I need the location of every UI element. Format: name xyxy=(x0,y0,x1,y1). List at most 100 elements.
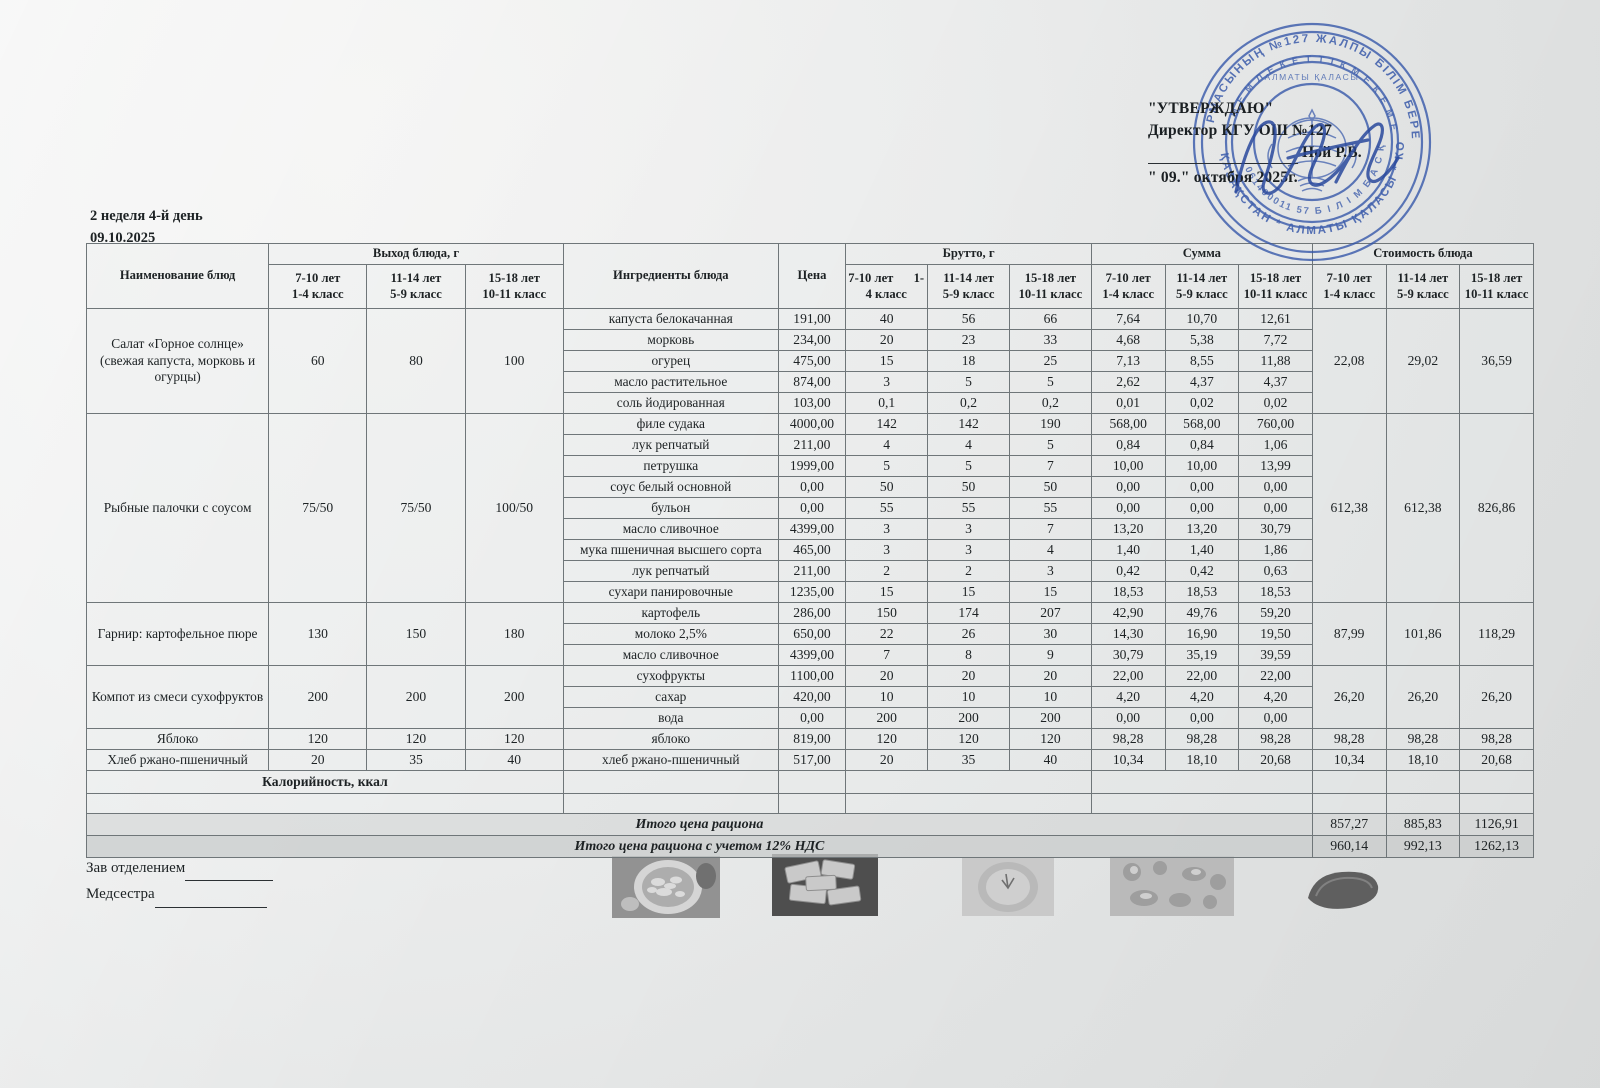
brutto-1: 0,2 xyxy=(927,392,1010,414)
brutto-1: 26 xyxy=(927,623,1010,645)
ingredient-name: масло растительное xyxy=(562,371,779,393)
sum-2: 0,02 xyxy=(1238,392,1313,414)
ingredient-name: сахар xyxy=(562,686,779,708)
total-label: Итого цена рациона xyxy=(86,813,1313,836)
brutto-0: 142 xyxy=(845,413,929,435)
sum-2: 1,86 xyxy=(1238,539,1313,561)
brutto-2: 207 xyxy=(1008,602,1092,624)
ingredient-price: 103,00 xyxy=(777,392,847,414)
table-row: Яблоко 120 120 120 яблоко 819,00 120 120 120 98,2… xyxy=(85,728,1534,750)
sum-2: 30,79 xyxy=(1238,518,1313,540)
brutto-1: 10 xyxy=(927,686,1010,708)
dish-name-cell: Гарнир: картофельное пюре xyxy=(85,602,270,666)
ingredient-price: 234,00 xyxy=(777,329,847,351)
brutto-0: 3 xyxy=(845,518,929,540)
brutto-2: 33 xyxy=(1008,329,1092,351)
dish-output-0: 130 xyxy=(268,602,368,666)
blank-price xyxy=(777,793,847,814)
brutto-2: 9 xyxy=(1008,644,1092,666)
brutto-2: 4 xyxy=(1008,539,1092,561)
brutto-0: 20 xyxy=(845,329,929,351)
ingredient-name: капуста белокачанная xyxy=(562,308,779,330)
dish-cost-2: 118,29 xyxy=(1459,602,1534,666)
calories-cost-1 xyxy=(1385,770,1461,794)
ingredient-name: масло сливочное xyxy=(562,644,779,666)
brutto-0: 3 xyxy=(845,371,929,393)
dish-cost-1: 98,28 xyxy=(1385,728,1461,750)
brutto-1: 5 xyxy=(927,455,1010,477)
sum-1: 0,00 xyxy=(1164,707,1240,729)
blank-cost-2 xyxy=(1459,793,1534,814)
th-cost-age-11-14: 11-14 лет 5-9 класс xyxy=(1385,264,1461,309)
sum-0: 98,28 xyxy=(1090,728,1166,750)
blank-cost-0 xyxy=(1311,793,1387,814)
sum-2: 20,68 xyxy=(1238,749,1313,771)
ingredient-name: соль йодированная xyxy=(562,392,779,414)
dish-output-2: 100/50 xyxy=(464,413,564,603)
sum-0: 18,53 xyxy=(1090,581,1166,603)
dish-cost-1: 101,86 xyxy=(1385,602,1461,666)
th-out-age-11-14: 11-14 лет 5-9 класс xyxy=(366,264,466,309)
dish-output-1: 200 xyxy=(366,665,466,729)
sum-1: 4,37 xyxy=(1164,371,1240,393)
dish-cost-2: 36,59 xyxy=(1459,308,1534,414)
brutto-2: 20 xyxy=(1008,665,1092,687)
sum-2: 59,20 xyxy=(1238,602,1313,624)
head-dept-row: Зав отделением xyxy=(86,855,274,882)
total-vat-value-1: 992,13 xyxy=(1385,835,1461,858)
brutto-0: 5 xyxy=(845,455,929,477)
brutto-1: 20 xyxy=(927,665,1010,687)
dish-output-0: 200 xyxy=(268,665,368,729)
dish-output-2: 180 xyxy=(464,602,564,666)
brutto-0: 4 xyxy=(845,434,929,456)
ingredient-price: 475,00 xyxy=(777,350,847,372)
blank-left xyxy=(86,793,564,814)
dish-cost-0: 26,20 xyxy=(1311,665,1387,729)
sum-1: 49,76 xyxy=(1164,602,1240,624)
brutto-2: 40 xyxy=(1008,749,1092,771)
ingredient-name: петрушка xyxy=(562,455,779,477)
th-sum-age-15-18: 15-18 лет 10-11 класс xyxy=(1238,264,1313,309)
sum-2: 1,06 xyxy=(1238,434,1313,456)
dish-name-cell: Рыбные палочки с соусом xyxy=(85,413,270,603)
sum-0: 2,62 xyxy=(1090,371,1166,393)
sum-1: 0,02 xyxy=(1164,392,1240,414)
ingredient-name: соус белый основной xyxy=(562,476,779,498)
dish-output-1: 150 xyxy=(366,602,466,666)
sum-1: 16,90 xyxy=(1164,623,1240,645)
total-vat-row: Итого цена рациона с учетом 12% НДС 960,1… xyxy=(86,835,1534,858)
dish-cost-1: 612,38 xyxy=(1385,413,1461,603)
sum-2: 0,63 xyxy=(1238,560,1313,582)
dish-cost-0: 10,34 xyxy=(1311,749,1387,771)
brutto-2: 50 xyxy=(1008,476,1092,498)
header-age-row: 7-10 лет 1-4 класс 11-14 лет 5-9 класс 15-… xyxy=(87,264,1534,309)
dish-cost-0: 87,99 xyxy=(1311,602,1387,666)
sum-0: 1,40 xyxy=(1090,539,1166,561)
th-brutto-group: Брутто, г xyxy=(845,243,1092,265)
calories-ingr xyxy=(562,770,779,794)
th-sum-group: Сумма xyxy=(1090,243,1313,265)
ingredient-price: 819,00 xyxy=(777,728,847,750)
sum-0: 30,79 xyxy=(1090,644,1166,666)
document-date: 09.10.2025 xyxy=(90,230,156,247)
dish-output-1: 120 xyxy=(366,728,466,750)
sum-2: 0,00 xyxy=(1238,707,1313,729)
ingredient-price: 650,00 xyxy=(777,623,847,645)
sum-1: 0,42 xyxy=(1164,560,1240,582)
sum-2: 19,50 xyxy=(1238,623,1313,645)
table-body: Салат «Горное солнце» (свежая капуста, м… xyxy=(85,308,1534,858)
sum-1: 1,40 xyxy=(1164,539,1240,561)
dish-output-0: 75/50 xyxy=(268,413,368,603)
dish-name-cell: Компот из смеси сухофруктов xyxy=(85,665,270,729)
ingredient-price: 1999,00 xyxy=(777,455,847,477)
ingredient-price: 211,00 xyxy=(777,560,847,582)
brutto-1: 174 xyxy=(927,602,1010,624)
blank-brutto xyxy=(845,793,1092,814)
sum-1: 98,28 xyxy=(1164,728,1240,750)
th-sum-age-7-10: 7-10 лет 1-4 класс xyxy=(1090,264,1166,309)
blank-ingr xyxy=(562,793,779,814)
sum-1: 22,00 xyxy=(1164,665,1240,687)
dish-cost-2: 26,20 xyxy=(1459,665,1534,729)
sum-1: 5,38 xyxy=(1164,329,1240,351)
calories-sum xyxy=(1090,770,1313,794)
